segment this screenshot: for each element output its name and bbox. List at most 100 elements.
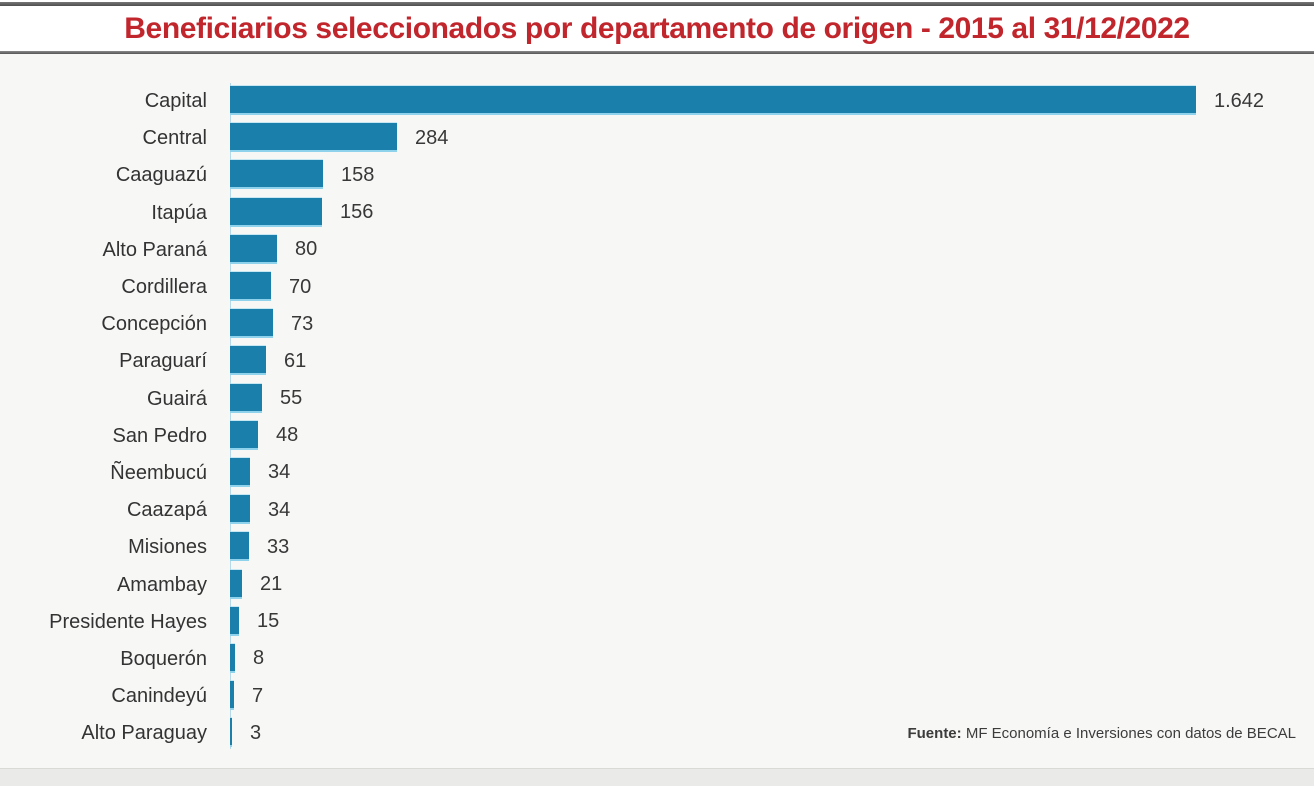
- bar-row: Itapúa 156: [0, 195, 1314, 232]
- bar-row: Presidente Hayes 15: [0, 604, 1314, 641]
- bar-track: 3: [230, 718, 1314, 749]
- value-label: 34: [268, 461, 291, 484]
- bar: [230, 346, 266, 376]
- category-label: Caaguazú: [115, 164, 207, 187]
- bar: [230, 86, 1196, 116]
- bar: [230, 532, 249, 562]
- bar: [230, 569, 242, 599]
- value-label: 8: [253, 647, 265, 670]
- value-label: 70: [289, 275, 312, 298]
- bar-track: 8: [230, 643, 1314, 675]
- bar: [230, 420, 258, 450]
- title-band: Beneficiarios seleccionados por departam…: [0, 6, 1314, 51]
- value-label: 1.642: [1214, 89, 1265, 112]
- bar-row: Central 284: [0, 120, 1314, 157]
- bar-track: 1.642: [230, 86, 1314, 117]
- category-label: Boquerón: [120, 647, 207, 670]
- bar-row: Ñeembucú 34: [0, 455, 1314, 492]
- bar-track: 73: [230, 309, 1314, 340]
- bar-track: 7: [230, 681, 1314, 712]
- value-label: 7: [252, 684, 264, 707]
- category-label: Ñeembucú: [110, 461, 207, 484]
- category-label: Concepción: [101, 313, 207, 336]
- source-text: MF Economía e Inversiones con datos de B…: [961, 725, 1296, 742]
- bar-row: Concepción 73: [0, 306, 1314, 343]
- bar-track: 21: [230, 569, 1314, 601]
- bar-row: Caaguazú 158: [0, 157, 1314, 194]
- value-label: 3: [250, 721, 262, 744]
- category-label: Caazapá: [126, 499, 207, 522]
- value-label: 158: [341, 164, 375, 187]
- bar-rows-container: Capital 1.642 Central 284 Caaguazú 158 Itapúa 1…: [0, 83, 1314, 752]
- category-label: Itapúa: [151, 201, 207, 224]
- value-label: 284: [415, 126, 449, 149]
- bar: [230, 457, 250, 487]
- chart-area: Capital 1.642 Central 284 Caaguazú 158 Itapúa 1…: [0, 54, 1314, 768]
- category-label: Central: [142, 127, 207, 150]
- bar-row: Alto Paraná 80: [0, 232, 1314, 269]
- bar: [230, 234, 277, 264]
- category-label: San Pedro: [112, 424, 207, 447]
- bar-track: 80: [230, 234, 1314, 266]
- bar-row: Guairá 55: [0, 381, 1314, 418]
- category-label: Cordillera: [121, 276, 207, 299]
- bar-track: 34: [230, 457, 1314, 489]
- value-label: 15: [257, 610, 280, 633]
- bar-row: Cordillera 70: [0, 269, 1314, 306]
- bottom-strip: [0, 768, 1314, 786]
- category-label: Presidente Hayes: [49, 610, 207, 633]
- value-label: 21: [260, 573, 283, 596]
- y-axis-line: [230, 83, 231, 749]
- value-label: 34: [268, 498, 291, 521]
- bar-track: 34: [230, 495, 1314, 526]
- bar: [230, 606, 239, 636]
- bar: [230, 495, 250, 525]
- value-label: 48: [276, 424, 299, 447]
- value-label: 80: [295, 238, 318, 261]
- bar-row: Caazapá 34: [0, 492, 1314, 529]
- category-label: Guairá: [146, 387, 207, 410]
- bar-track: 61: [230, 346, 1314, 377]
- value-label: 55: [280, 387, 303, 410]
- bar-row: Misiones 33: [0, 529, 1314, 566]
- value-label: 156: [340, 201, 374, 224]
- bar-track: 33: [230, 532, 1314, 563]
- category-label: Alto Paraná: [102, 238, 207, 261]
- bar: [230, 272, 271, 302]
- category-label: Paraguarí: [119, 350, 207, 373]
- top-divider: [0, 2, 1314, 6]
- value-label: 33: [267, 535, 290, 558]
- bar-row: San Pedro 48: [0, 418, 1314, 455]
- bar: [230, 309, 273, 339]
- bar-track: 15: [230, 606, 1314, 638]
- bar: [230, 643, 235, 673]
- bar-track: 55: [230, 383, 1314, 415]
- bar: [230, 681, 234, 711]
- value-label: 61: [284, 349, 307, 372]
- category-label: Amambay: [116, 573, 207, 596]
- bar-row: Amambay 21: [0, 566, 1314, 603]
- category-label: Misiones: [128, 536, 207, 559]
- bar-track: 284: [230, 123, 1314, 154]
- bar-row: Canindeyú 7: [0, 678, 1314, 715]
- title-divider: [0, 51, 1314, 54]
- category-label: Alto Paraguay: [81, 722, 207, 745]
- bar-row: Alto Paraguay 3: [0, 715, 1314, 752]
- bar-row: Boquerón 8: [0, 641, 1314, 678]
- source-prefix: Fuente:: [907, 725, 962, 742]
- chart-title: Beneficiarios seleccionados por departam…: [124, 11, 1190, 45]
- bar: [230, 383, 262, 413]
- source-caption: Fuente: MF Economía e Inversiones con da…: [907, 725, 1296, 742]
- bar-track: 158: [230, 160, 1314, 191]
- bar-row: Paraguarí 61: [0, 343, 1314, 380]
- bar-track: 156: [230, 197, 1314, 229]
- bar: [230, 718, 232, 748]
- bar: [230, 197, 322, 227]
- bar-row: Capital 1.642: [0, 83, 1314, 120]
- category-label: Canindeyú: [111, 685, 207, 708]
- bar-track: 70: [230, 272, 1314, 303]
- bar: [230, 160, 323, 190]
- category-label: Capital: [144, 90, 207, 113]
- value-label: 73: [291, 312, 314, 335]
